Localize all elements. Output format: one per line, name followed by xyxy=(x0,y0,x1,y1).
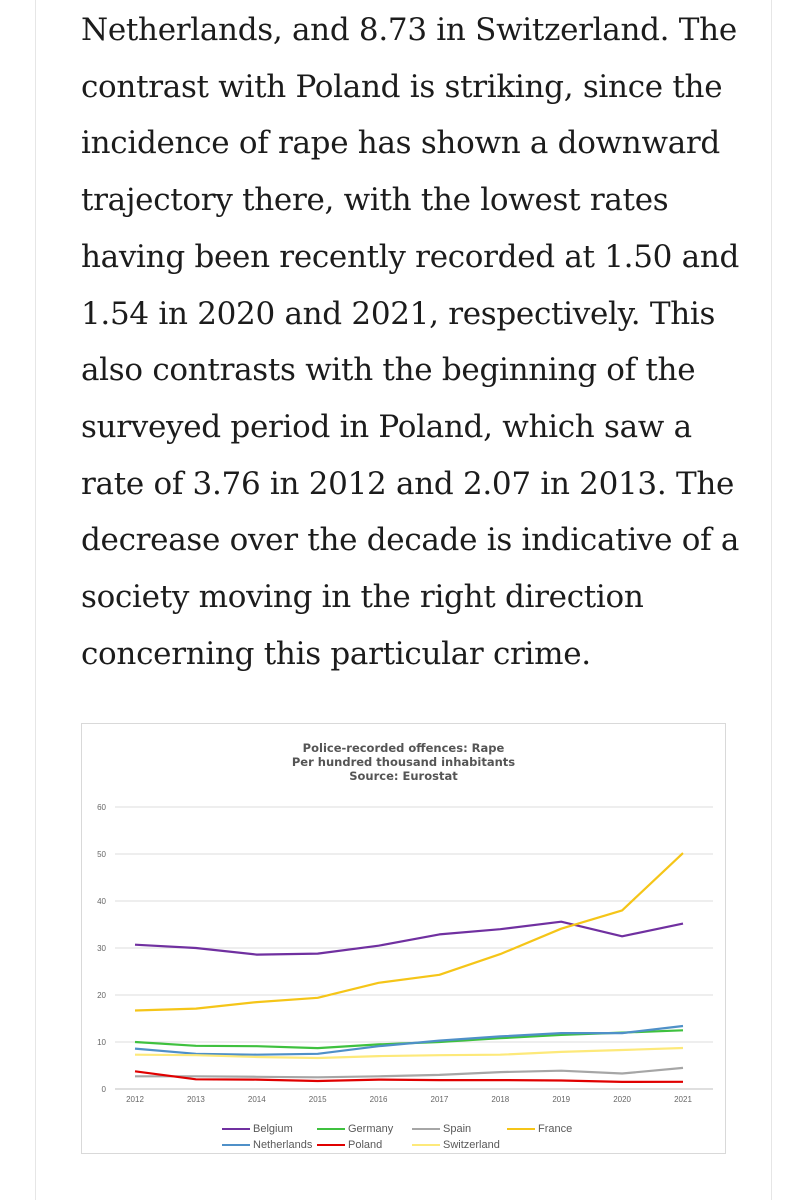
legend-row: Belgium Germany Spain France xyxy=(222,1121,622,1137)
line-chart: 0 10 20 30 40 50 60 2012 2013 2014 2015 2016 2017 201… xyxy=(97,803,713,1104)
y-tick-label: 50 xyxy=(97,850,106,859)
legend-label: Switzerland xyxy=(443,1139,500,1151)
series-line-netherlands xyxy=(134,1024,684,1056)
series-line-switzerland xyxy=(134,1046,684,1060)
legend-swatch xyxy=(222,1128,250,1130)
series-line-france xyxy=(134,852,684,1012)
article-text: Netherlands, and 8.73 in Switzerland. Th… xyxy=(81,2,740,682)
article-line: trajectory there, with the lowest rates xyxy=(81,182,669,219)
x-tick-label: 2021 xyxy=(674,1095,692,1104)
article-line: having been recently recorded at 1.50 an… xyxy=(81,238,740,275)
series-line-belgium xyxy=(134,920,684,956)
chart-source: Source: Eurostat xyxy=(349,769,458,783)
legend-item-spain: Spain xyxy=(412,1123,507,1135)
legend-swatch xyxy=(222,1144,250,1146)
x-tick-label: 2020 xyxy=(613,1095,631,1104)
legend-swatch xyxy=(412,1128,440,1130)
page-right-border xyxy=(771,0,772,1200)
legend-item-poland: Poland xyxy=(317,1139,412,1151)
x-tick-label: 2013 xyxy=(187,1095,205,1104)
article-line: surveyed period in Poland, which saw a xyxy=(81,408,692,445)
chart-subtitle: Per hundred thousand inhabitants xyxy=(291,755,516,769)
y-tick-label: 20 xyxy=(97,991,106,1000)
x-tick-label: 2019 xyxy=(552,1095,570,1104)
legend-swatch xyxy=(507,1128,535,1130)
article-line: incidence of rape has shown a downward xyxy=(81,125,720,162)
legend-label: Poland xyxy=(348,1139,383,1151)
article-line: Netherlands, and 8.73 in Switzerland. Th… xyxy=(81,12,737,48)
legend-row: Netherlands Poland Switzerland xyxy=(222,1137,622,1153)
y-tick-label: 40 xyxy=(97,897,106,906)
x-tick-label: 2016 xyxy=(370,1095,388,1104)
series-line-poland xyxy=(134,1070,684,1083)
x-tick-label: 2014 xyxy=(248,1095,266,1104)
chart-title-block: Police-recorded offences: Rape Per hundr… xyxy=(82,741,725,783)
article-line: 1.54 in 2020 and 2021, respectively. Thi… xyxy=(81,295,716,332)
x-tick-label: 2015 xyxy=(309,1095,327,1104)
legend-label: Netherlands xyxy=(253,1139,313,1151)
page-left-border xyxy=(35,0,36,1200)
x-tick-label: 2012 xyxy=(126,1095,144,1104)
article-line: contrast with Poland is striking, since … xyxy=(81,68,723,105)
legend-swatch xyxy=(317,1144,345,1146)
article-line: rate of 3.76 in 2012 and 2.07 in 2013. T… xyxy=(81,465,735,502)
legend-label: France xyxy=(538,1123,573,1135)
legend-item-france: France xyxy=(507,1123,602,1135)
legend-item-netherlands: Netherlands xyxy=(222,1139,317,1151)
legend-label: Germany xyxy=(348,1123,394,1135)
article-line: also contrasts with the beginning of the xyxy=(81,352,696,389)
chart-legend: Belgium Germany Spain France Netherlands… xyxy=(222,1121,622,1153)
y-tick-label: 30 xyxy=(97,944,106,953)
legend-item-germany: Germany xyxy=(317,1123,412,1135)
x-tick-label: 2017 xyxy=(431,1095,449,1104)
y-tick-label: 0 xyxy=(102,1085,107,1094)
article-line: decrease over the decade is indicative o… xyxy=(81,522,740,559)
legend-swatch xyxy=(317,1128,345,1130)
legend-label: Spain xyxy=(443,1123,472,1135)
legend-swatch xyxy=(412,1144,440,1146)
legend-item-switzerland: Switzerland xyxy=(412,1139,507,1151)
legend-item-belgium: Belgium xyxy=(222,1123,317,1135)
y-tick-label: 60 xyxy=(97,803,106,812)
chart-title: Police-recorded offences: Rape xyxy=(302,741,505,755)
article-line: society moving in the right direction xyxy=(81,579,644,616)
series-line-spain xyxy=(135,1066,684,1079)
x-tick-label: 2018 xyxy=(491,1095,509,1104)
y-tick-label: 10 xyxy=(97,1038,106,1047)
chart-figure: Police-recorded offences: Rape Per hundr… xyxy=(81,723,726,1154)
legend-label: Belgium xyxy=(253,1123,293,1135)
article-line: concerning this particular crime. xyxy=(81,635,591,672)
